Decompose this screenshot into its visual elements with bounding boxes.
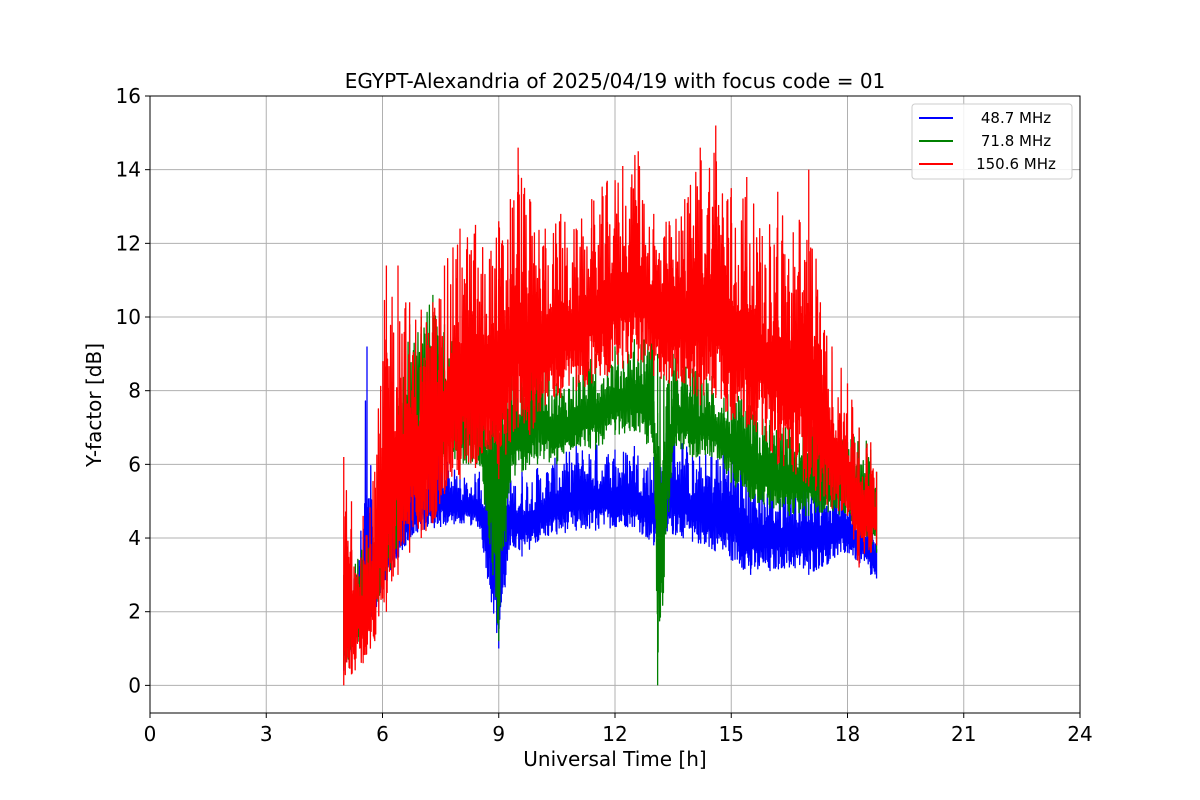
legend-label: 71.8 MHz <box>981 132 1051 150</box>
x-axis-label: Universal Time [h] <box>523 747 706 771</box>
y-tick-label: 12 <box>116 231 141 255</box>
x-tick-label: 18 <box>835 722 860 746</box>
legend-label: 150.6 MHz <box>976 155 1056 173</box>
y-tick-label: 6 <box>128 452 141 476</box>
x-tick-label: 9 <box>492 722 505 746</box>
y-tick-label: 16 <box>116 84 141 108</box>
y-tick-label: 8 <box>128 379 141 403</box>
x-tick-label: 21 <box>951 722 976 746</box>
series-line-3 <box>343 125 878 686</box>
x-tick-label: 6 <box>376 722 389 746</box>
y-axis-ticks: 0 2 4 6 8 10 12 14 16 <box>116 84 150 697</box>
legend: 48.7 MHz 71.8 MHz 150.6 MHz <box>911 103 1073 180</box>
y-tick-label: 4 <box>128 526 141 550</box>
x-tick-label: 15 <box>719 722 744 746</box>
y-axis-label: Y-factor [dB] <box>82 343 106 468</box>
x-tick-label: 12 <box>602 722 627 746</box>
x-tick-label: 3 <box>260 722 273 746</box>
y-tick-label: 0 <box>128 673 141 697</box>
y-tick-label: 10 <box>116 305 141 329</box>
series-layer <box>343 125 878 686</box>
x-tick-label: 0 <box>144 722 157 746</box>
legend-box <box>911 103 1073 180</box>
x-tick-label: 24 <box>1067 722 1092 746</box>
y-tick-label: 14 <box>116 158 141 182</box>
legend-label: 48.7 MHz <box>981 109 1051 127</box>
chart-title: EGYPT-Alexandria of 2025/04/19 with focu… <box>345 69 886 93</box>
y-tick-label: 2 <box>128 600 141 624</box>
x-axis-ticks: 0 3 6 9 12 15 18 21 24 <box>144 713 1093 746</box>
